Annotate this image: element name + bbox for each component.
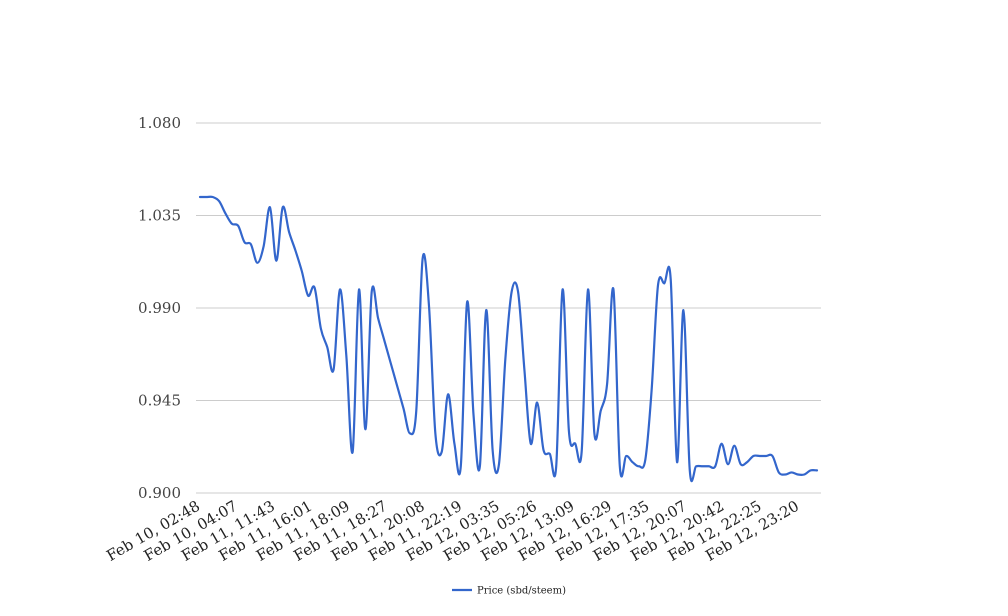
legend-label-price: Price (sbd/steem) [477,586,566,597]
series-line-price [198,195,819,482]
y-tick-label: 0.945 [138,392,181,410]
y-tick-label: 1.035 [138,207,181,225]
y-axis-tick-labels: 0.900 0.945 0.990 1.035 1.080 [138,114,181,502]
legend[interactable]: Price (sbd/steem) [452,586,566,597]
y-tick-label: 0.900 [138,484,181,502]
y-tick-label: 0.990 [138,299,181,317]
series-lines [198,195,819,482]
y-tick-label: 1.080 [138,114,181,132]
